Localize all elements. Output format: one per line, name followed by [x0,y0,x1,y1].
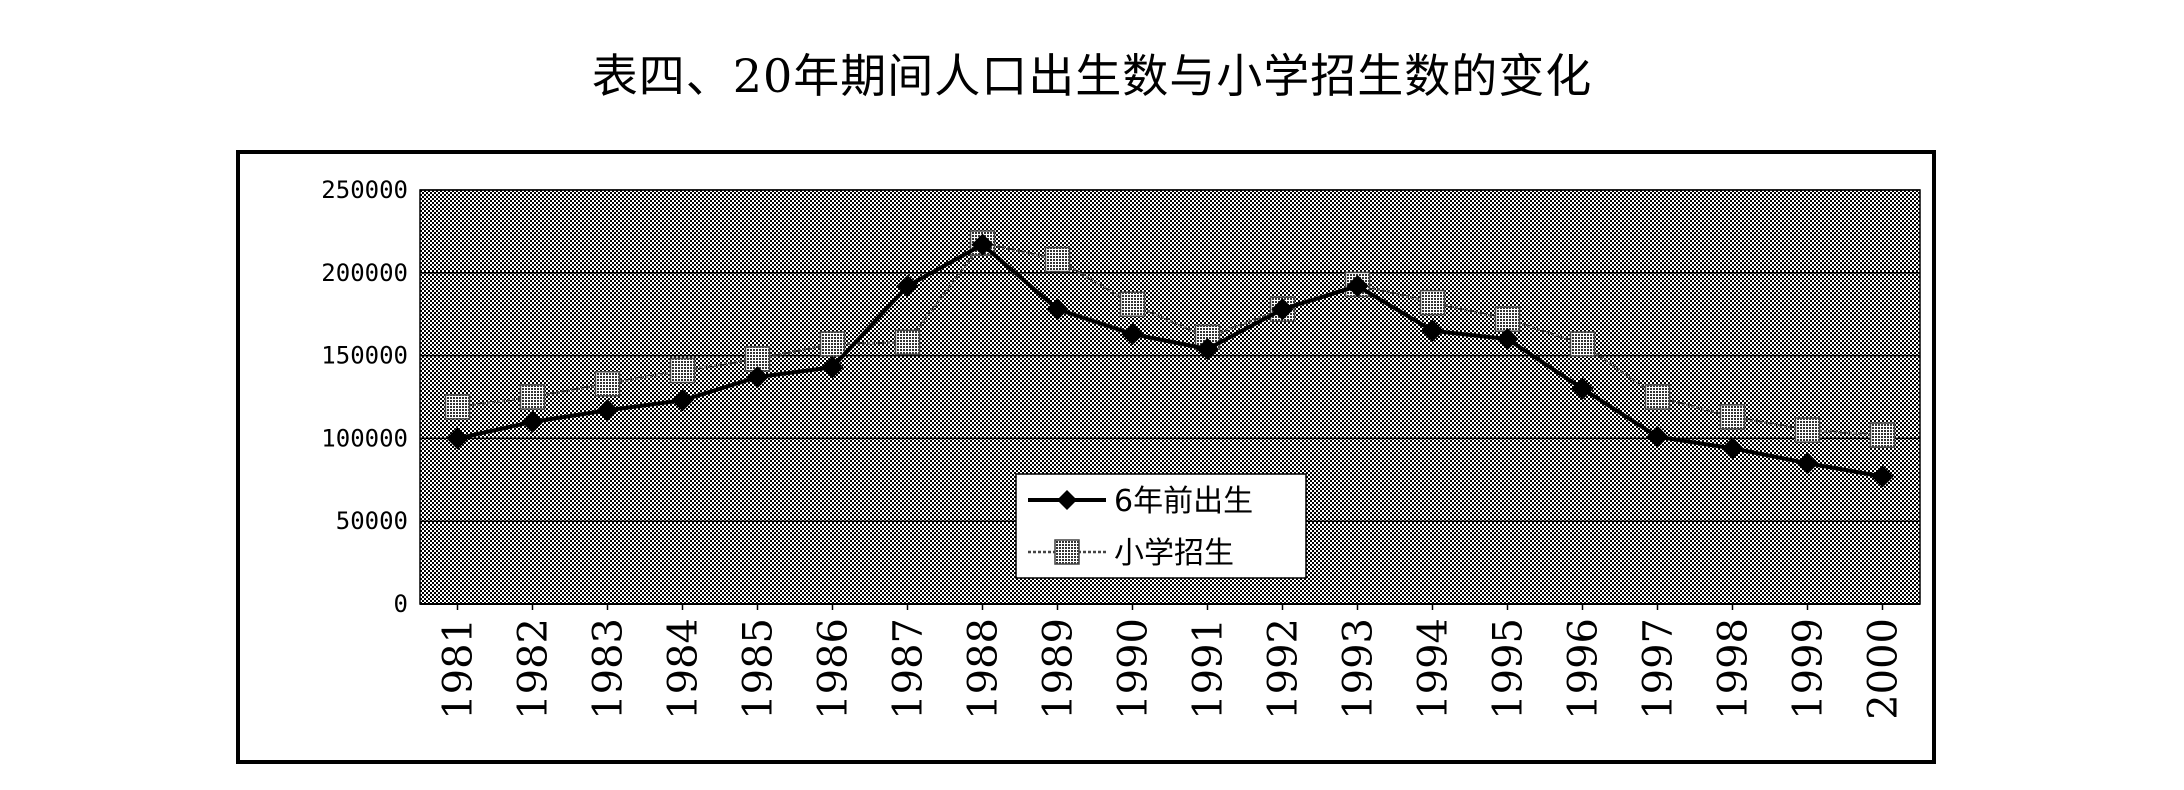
chart-frame: 0 50000 100000 150000 200000 250000 1981 1982 1… [236,150,1936,764]
y-tick-label: 50000 [336,507,408,535]
x-tick-label: 1994 [1411,618,1457,720]
data-point [1796,452,1819,475]
legend-entry: 6年前出生 [1028,484,1253,519]
series-1 [446,233,1894,488]
data-point [594,371,621,397]
data-point [1871,465,1894,488]
x-tick-label: 1990 [1111,618,1157,720]
x-tick-label: 1983 [586,618,632,720]
x-tick-label: 1995 [1486,618,1532,720]
x-tick-label: 1999 [1786,618,1832,720]
x-tick-label: 1988 [961,618,1007,720]
data-point [971,233,994,256]
data-point [1869,422,1896,448]
y-axis: 0 50000 100000 150000 200000 250000 [321,176,408,618]
data-point [819,331,846,357]
x-tick-label: 1985 [736,618,782,720]
x-tick-label: 1993 [1336,618,1382,720]
x-tick-label: 1991 [1186,618,1232,720]
y-tick-label: 200000 [321,259,408,287]
data-point [1121,323,1144,346]
data-point [1346,274,1369,298]
data-point [746,366,769,389]
x-tick-label: 1982 [511,618,557,720]
y-tick-label: 250000 [321,176,408,204]
data-point [1721,437,1744,460]
data-point [444,394,471,420]
page-title: 表四、20年期间人口出生数与小学招生数的变化 [591,49,1593,103]
x-tick-label: 1987 [886,618,932,720]
legend-marker [1054,539,1080,565]
x-tick-label: 2000 [1861,618,1907,720]
data-point [894,329,921,356]
legend-label: 小学招生 [1114,536,1234,571]
data-point [446,427,469,450]
legend-entry: 小学招生 [1028,536,1234,571]
data-point [1419,289,1446,316]
data-point [1044,246,1071,273]
x-tick-label: 1996 [1561,618,1607,720]
data-point [1494,306,1521,332]
data-point [1196,337,1219,361]
x-axis: 1981 1982 1983 1984 1985 1986 1987 1988 1989 1990… [436,604,1907,720]
data-point [896,274,919,298]
x-tick-label: 1998 [1711,618,1757,720]
data-point [1794,417,1821,443]
x-tick-label: 1992 [1261,618,1307,720]
x-tick-label: 1997 [1636,618,1682,720]
legend-marker [1057,490,1077,510]
data-point [821,356,844,379]
legend-label: 6年前出生 [1114,484,1253,519]
series-line [457,242,1883,479]
x-tick-label: 1986 [811,618,857,720]
data-point [1569,331,1596,357]
y-tick-label: 150000 [321,342,408,370]
data-point [596,399,619,422]
series-layer [444,230,1896,488]
data-point [1119,291,1146,318]
y-tick-label: 100000 [321,424,408,452]
data-point [1644,384,1671,410]
data-point [1571,377,1594,400]
data-point [1421,319,1444,342]
data-point [671,389,694,412]
x-tick-label: 1981 [436,618,482,720]
y-tick-label: 0 [394,590,408,618]
data-point [669,357,696,384]
series-2 [444,230,1896,448]
data-point [1046,298,1069,321]
data-point [1646,425,1669,448]
data-point [1271,298,1294,321]
data-point [521,410,544,433]
x-tick-label: 1984 [661,618,707,720]
data-point [1719,404,1746,430]
data-point [1496,327,1519,351]
x-tick-label: 1989 [1036,618,1082,720]
data-point [519,384,546,410]
